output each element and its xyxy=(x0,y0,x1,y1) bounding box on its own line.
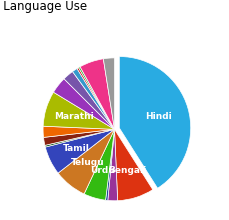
Wedge shape xyxy=(73,69,114,129)
Wedge shape xyxy=(114,129,153,201)
Wedge shape xyxy=(77,68,114,129)
Wedge shape xyxy=(45,129,114,173)
Wedge shape xyxy=(44,129,114,145)
Wedge shape xyxy=(103,58,114,129)
Text: Indian Language Use: Indian Language Use xyxy=(0,0,87,13)
Text: Hindi: Hindi xyxy=(145,112,172,121)
Wedge shape xyxy=(64,72,114,129)
Text: Bengali: Bengali xyxy=(108,166,147,175)
Wedge shape xyxy=(58,129,114,194)
Wedge shape xyxy=(54,79,114,129)
Wedge shape xyxy=(119,57,191,188)
Wedge shape xyxy=(108,129,118,201)
Wedge shape xyxy=(45,129,114,147)
Wedge shape xyxy=(106,129,114,200)
Wedge shape xyxy=(43,92,114,129)
Wedge shape xyxy=(79,67,114,129)
Wedge shape xyxy=(43,126,114,138)
Wedge shape xyxy=(80,59,114,129)
Text: Tamil: Tamil xyxy=(63,144,90,153)
Text: Urdu: Urdu xyxy=(90,166,115,175)
Text: Marathi: Marathi xyxy=(54,112,93,121)
Wedge shape xyxy=(84,129,114,200)
Text: Telugu: Telugu xyxy=(71,158,104,167)
